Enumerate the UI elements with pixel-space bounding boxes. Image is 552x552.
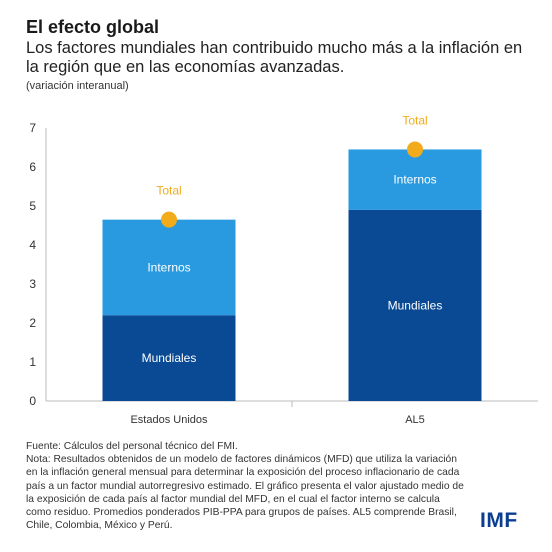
x-category-label: Estados Unidos	[130, 414, 208, 426]
y-tick-label: 1	[29, 355, 36, 369]
x-category-label: AL5	[405, 414, 425, 426]
y-tick-label: 3	[29, 277, 36, 291]
bar-segment-mundiales	[102, 315, 236, 401]
segment-label: Mundiales	[142, 351, 197, 365]
chart-subtitle: Los factores mundiales han contribuido m…	[26, 39, 523, 76]
y-tick-label: 6	[29, 160, 36, 174]
imf-logo: IMF	[480, 509, 518, 532]
segment-label: Internos	[393, 173, 436, 187]
y-tick-label: 4	[29, 238, 36, 252]
total-marker	[161, 211, 177, 228]
stacked-bar-chart: 0 1 2 3 4 5 6 7 Mundiales Internos Total Estados Un…	[29, 113, 538, 426]
source-notes: Fuente: Cálculos del personal técnico de…	[26, 440, 466, 532]
total-label: Total	[156, 184, 181, 198]
note-text: Nota: Resultados obtenidos de un modelo …	[26, 454, 464, 532]
y-tick-label: 2	[29, 316, 36, 330]
y-tick-label: 5	[29, 199, 36, 213]
unit-note: (variación interanual)	[26, 80, 129, 92]
y-tick-label: 7	[29, 121, 36, 135]
bar-segment-mundiales	[348, 209, 482, 401]
y-tick-label: 0	[29, 394, 36, 408]
total-marker	[407, 141, 423, 158]
bar-segment-internos	[348, 149, 482, 210]
segment-label: Mundiales	[388, 298, 443, 312]
bar-segment-internos	[102, 219, 236, 316]
total-label: Total	[402, 113, 427, 127]
source-text: Fuente: Cálculos del personal técnico de…	[26, 441, 238, 452]
chart-title: El efecto global	[26, 17, 160, 37]
segment-label: Internos	[147, 260, 190, 274]
